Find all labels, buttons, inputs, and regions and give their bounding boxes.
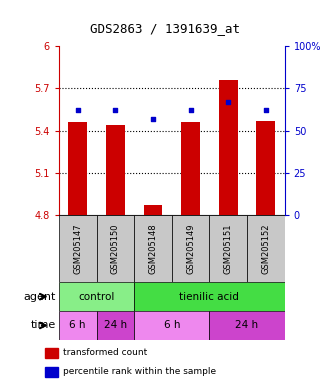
Point: [150, 116, 156, 122]
Text: 6 h: 6 h: [70, 320, 86, 331]
Bar: [59, 311, 97, 340]
Text: 24 h: 24 h: [235, 320, 259, 331]
Bar: [172, 215, 210, 282]
Point: [225, 99, 231, 105]
Bar: [59, 215, 97, 282]
Bar: [144, 205, 163, 215]
Bar: [45, 348, 58, 358]
Text: GSM205147: GSM205147: [73, 223, 82, 274]
Bar: [181, 122, 200, 215]
Text: percentile rank within the sample: percentile rank within the sample: [63, 367, 216, 376]
Bar: [257, 121, 275, 215]
Bar: [97, 311, 134, 340]
Text: GSM205152: GSM205152: [261, 223, 270, 274]
Bar: [210, 311, 285, 340]
Bar: [59, 282, 134, 311]
Bar: [247, 215, 285, 282]
Text: GSM205151: GSM205151: [224, 223, 233, 274]
Text: GSM205148: GSM205148: [149, 223, 158, 274]
Text: GSM205150: GSM205150: [111, 223, 120, 274]
Bar: [210, 215, 247, 282]
Bar: [134, 311, 210, 340]
Bar: [106, 125, 125, 215]
Bar: [134, 215, 172, 282]
Bar: [219, 80, 238, 215]
Text: control: control: [78, 291, 115, 302]
Bar: [45, 367, 58, 377]
Text: agent: agent: [23, 291, 56, 302]
Bar: [68, 122, 87, 215]
Point: [263, 107, 268, 113]
Text: 24 h: 24 h: [104, 320, 127, 331]
Point: [188, 107, 193, 113]
Text: transformed count: transformed count: [63, 348, 147, 357]
Bar: [97, 215, 134, 282]
Text: tienilic acid: tienilic acid: [179, 291, 239, 302]
Point: [75, 107, 80, 113]
Text: GDS2863 / 1391639_at: GDS2863 / 1391639_at: [90, 22, 241, 35]
Text: 6 h: 6 h: [164, 320, 180, 331]
Text: GSM205149: GSM205149: [186, 223, 195, 274]
Text: time: time: [30, 320, 56, 331]
Point: [113, 107, 118, 113]
Bar: [134, 282, 285, 311]
